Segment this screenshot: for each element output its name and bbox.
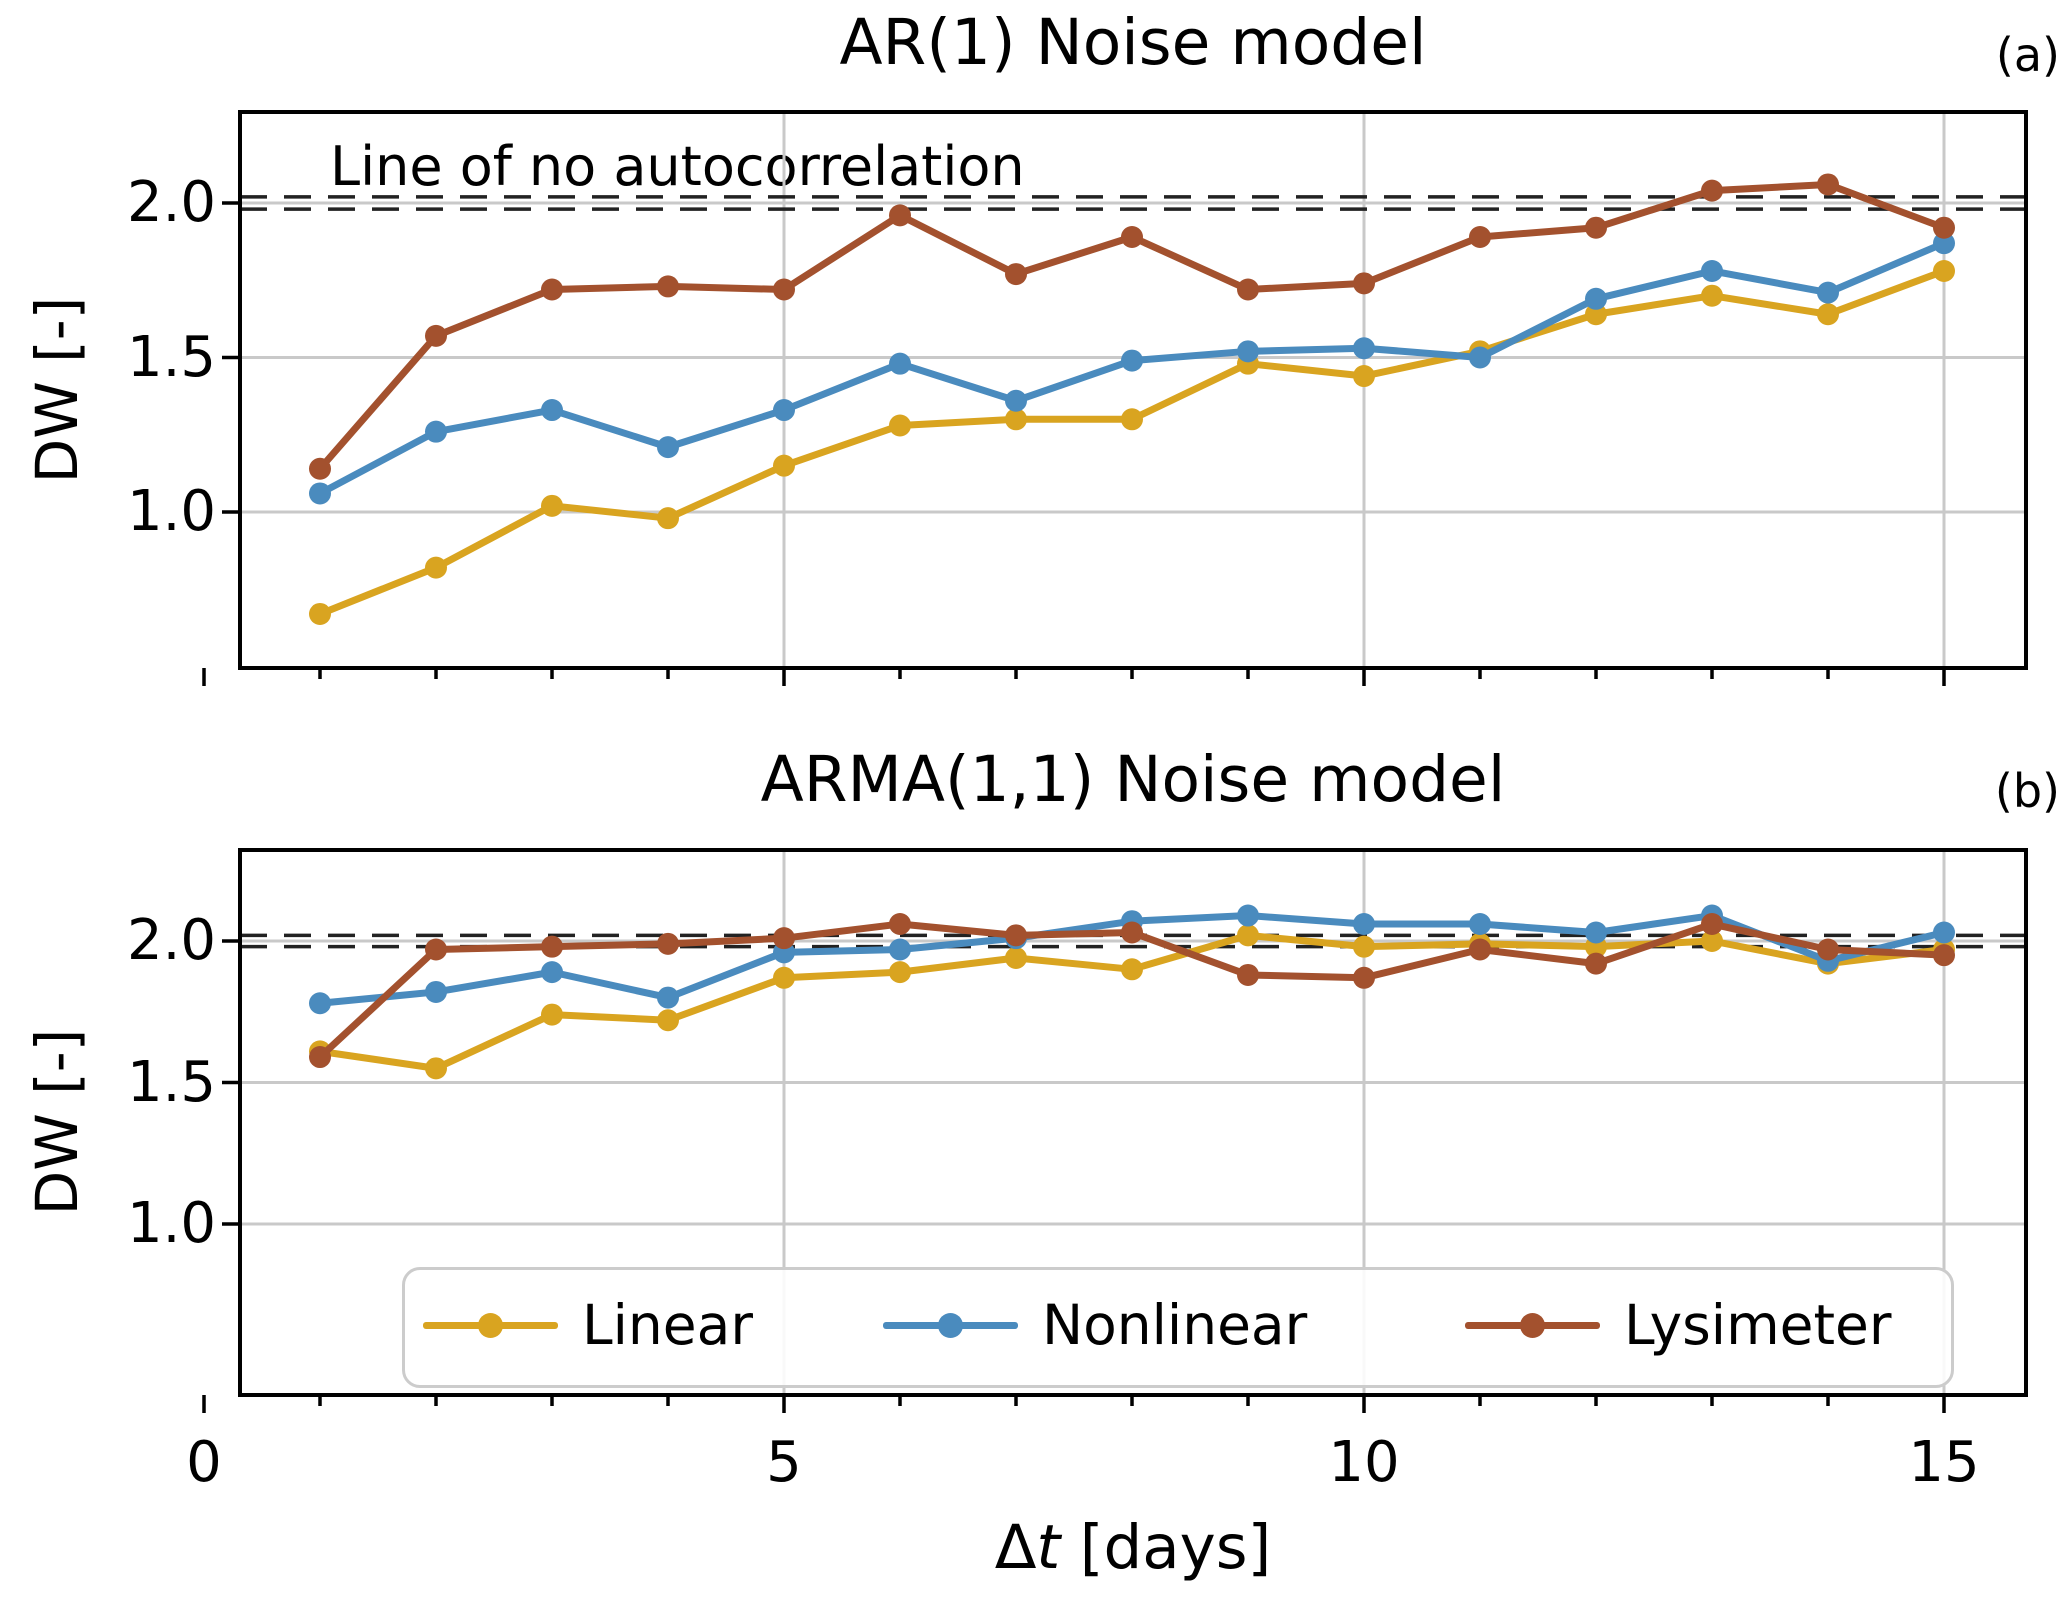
legend-label-nonlinear: Nonlinear [1042, 1292, 1308, 1357]
panel-b-ytick-2.0: 2.0 [126, 908, 216, 973]
panel-a-title: AR(1) Noise model [839, 6, 1427, 79]
time-variable: t [1036, 1512, 1061, 1583]
xtick-0: 0 [186, 1430, 222, 1495]
panel-b-plot [202, 848, 2028, 1413]
x-axis-label: Δt [days] [995, 1512, 1272, 1583]
panel-a-ytick-1.5: 1.5 [126, 324, 216, 390]
panel-b-ytick-1.5: 1.5 [126, 1049, 216, 1115]
xtick-5: 5 [766, 1430, 802, 1495]
panel-b-ytick-1.0: 1.0 [126, 1191, 216, 1256]
legend-entry-linear: Linear [423, 1270, 753, 1379]
xtick-10: 10 [1328, 1430, 1400, 1495]
nonlinear-line-marker-icon [883, 1310, 1018, 1340]
panel-a-letter: (a) [1995, 28, 2060, 82]
delta-symbol: Δ [994, 1512, 1037, 1583]
panel-a-plot [202, 110, 2028, 686]
panel-a-ytick-1.0: 1.0 [126, 479, 216, 544]
lysimeter-line-marker-icon [1465, 1310, 1600, 1340]
panel-b-title: ARMA(1,1) Noise model [760, 743, 1506, 816]
legend-label-lysimeter: Lysimeter [1624, 1292, 1892, 1357]
legend-entry-nonlinear: Nonlinear [883, 1270, 1307, 1379]
x-axis-unit: [days] [1060, 1512, 1272, 1583]
legend-entry-lysimeter: Lysimeter [1465, 1270, 1892, 1379]
xtick-15: 15 [1908, 1430, 1980, 1495]
legend: Linear Nonlinear Lysimeter [402, 1267, 1954, 1388]
linear-line-marker-icon [423, 1310, 558, 1340]
panel-b-letter: (b) [1994, 764, 2060, 818]
panel-a-ytick-2.0: 2.0 [126, 170, 216, 235]
legend-label-linear: Linear [582, 1292, 753, 1357]
no-autocorrelation-annotation: Line of no autocorrelation [330, 135, 1025, 198]
